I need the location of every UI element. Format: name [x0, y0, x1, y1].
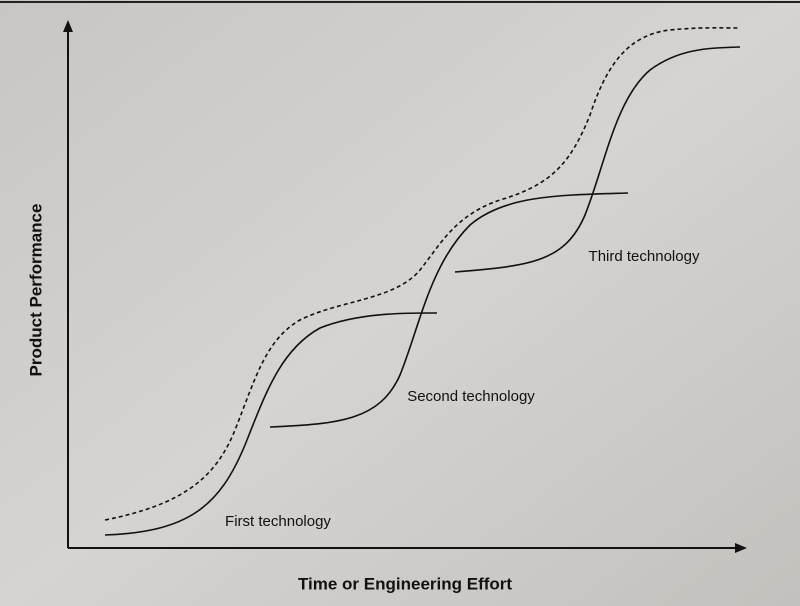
axes — [67, 28, 738, 549]
x-axis-arrow — [735, 543, 747, 553]
y-axis-label: Product Performance — [26, 204, 45, 377]
curves — [104, 27, 741, 536]
envelope-curve — [104, 27, 741, 521]
curve-label: First technology — [225, 513, 331, 530]
curve-label: Second technology — [407, 388, 535, 405]
third-curve — [454, 46, 741, 273]
x-axis-label: Time or Engineering Effort — [298, 574, 512, 593]
curve-label: Third technology — [589, 248, 700, 265]
first-curve — [104, 312, 438, 536]
y-axis-arrow — [63, 20, 73, 32]
second-curve — [269, 192, 629, 428]
